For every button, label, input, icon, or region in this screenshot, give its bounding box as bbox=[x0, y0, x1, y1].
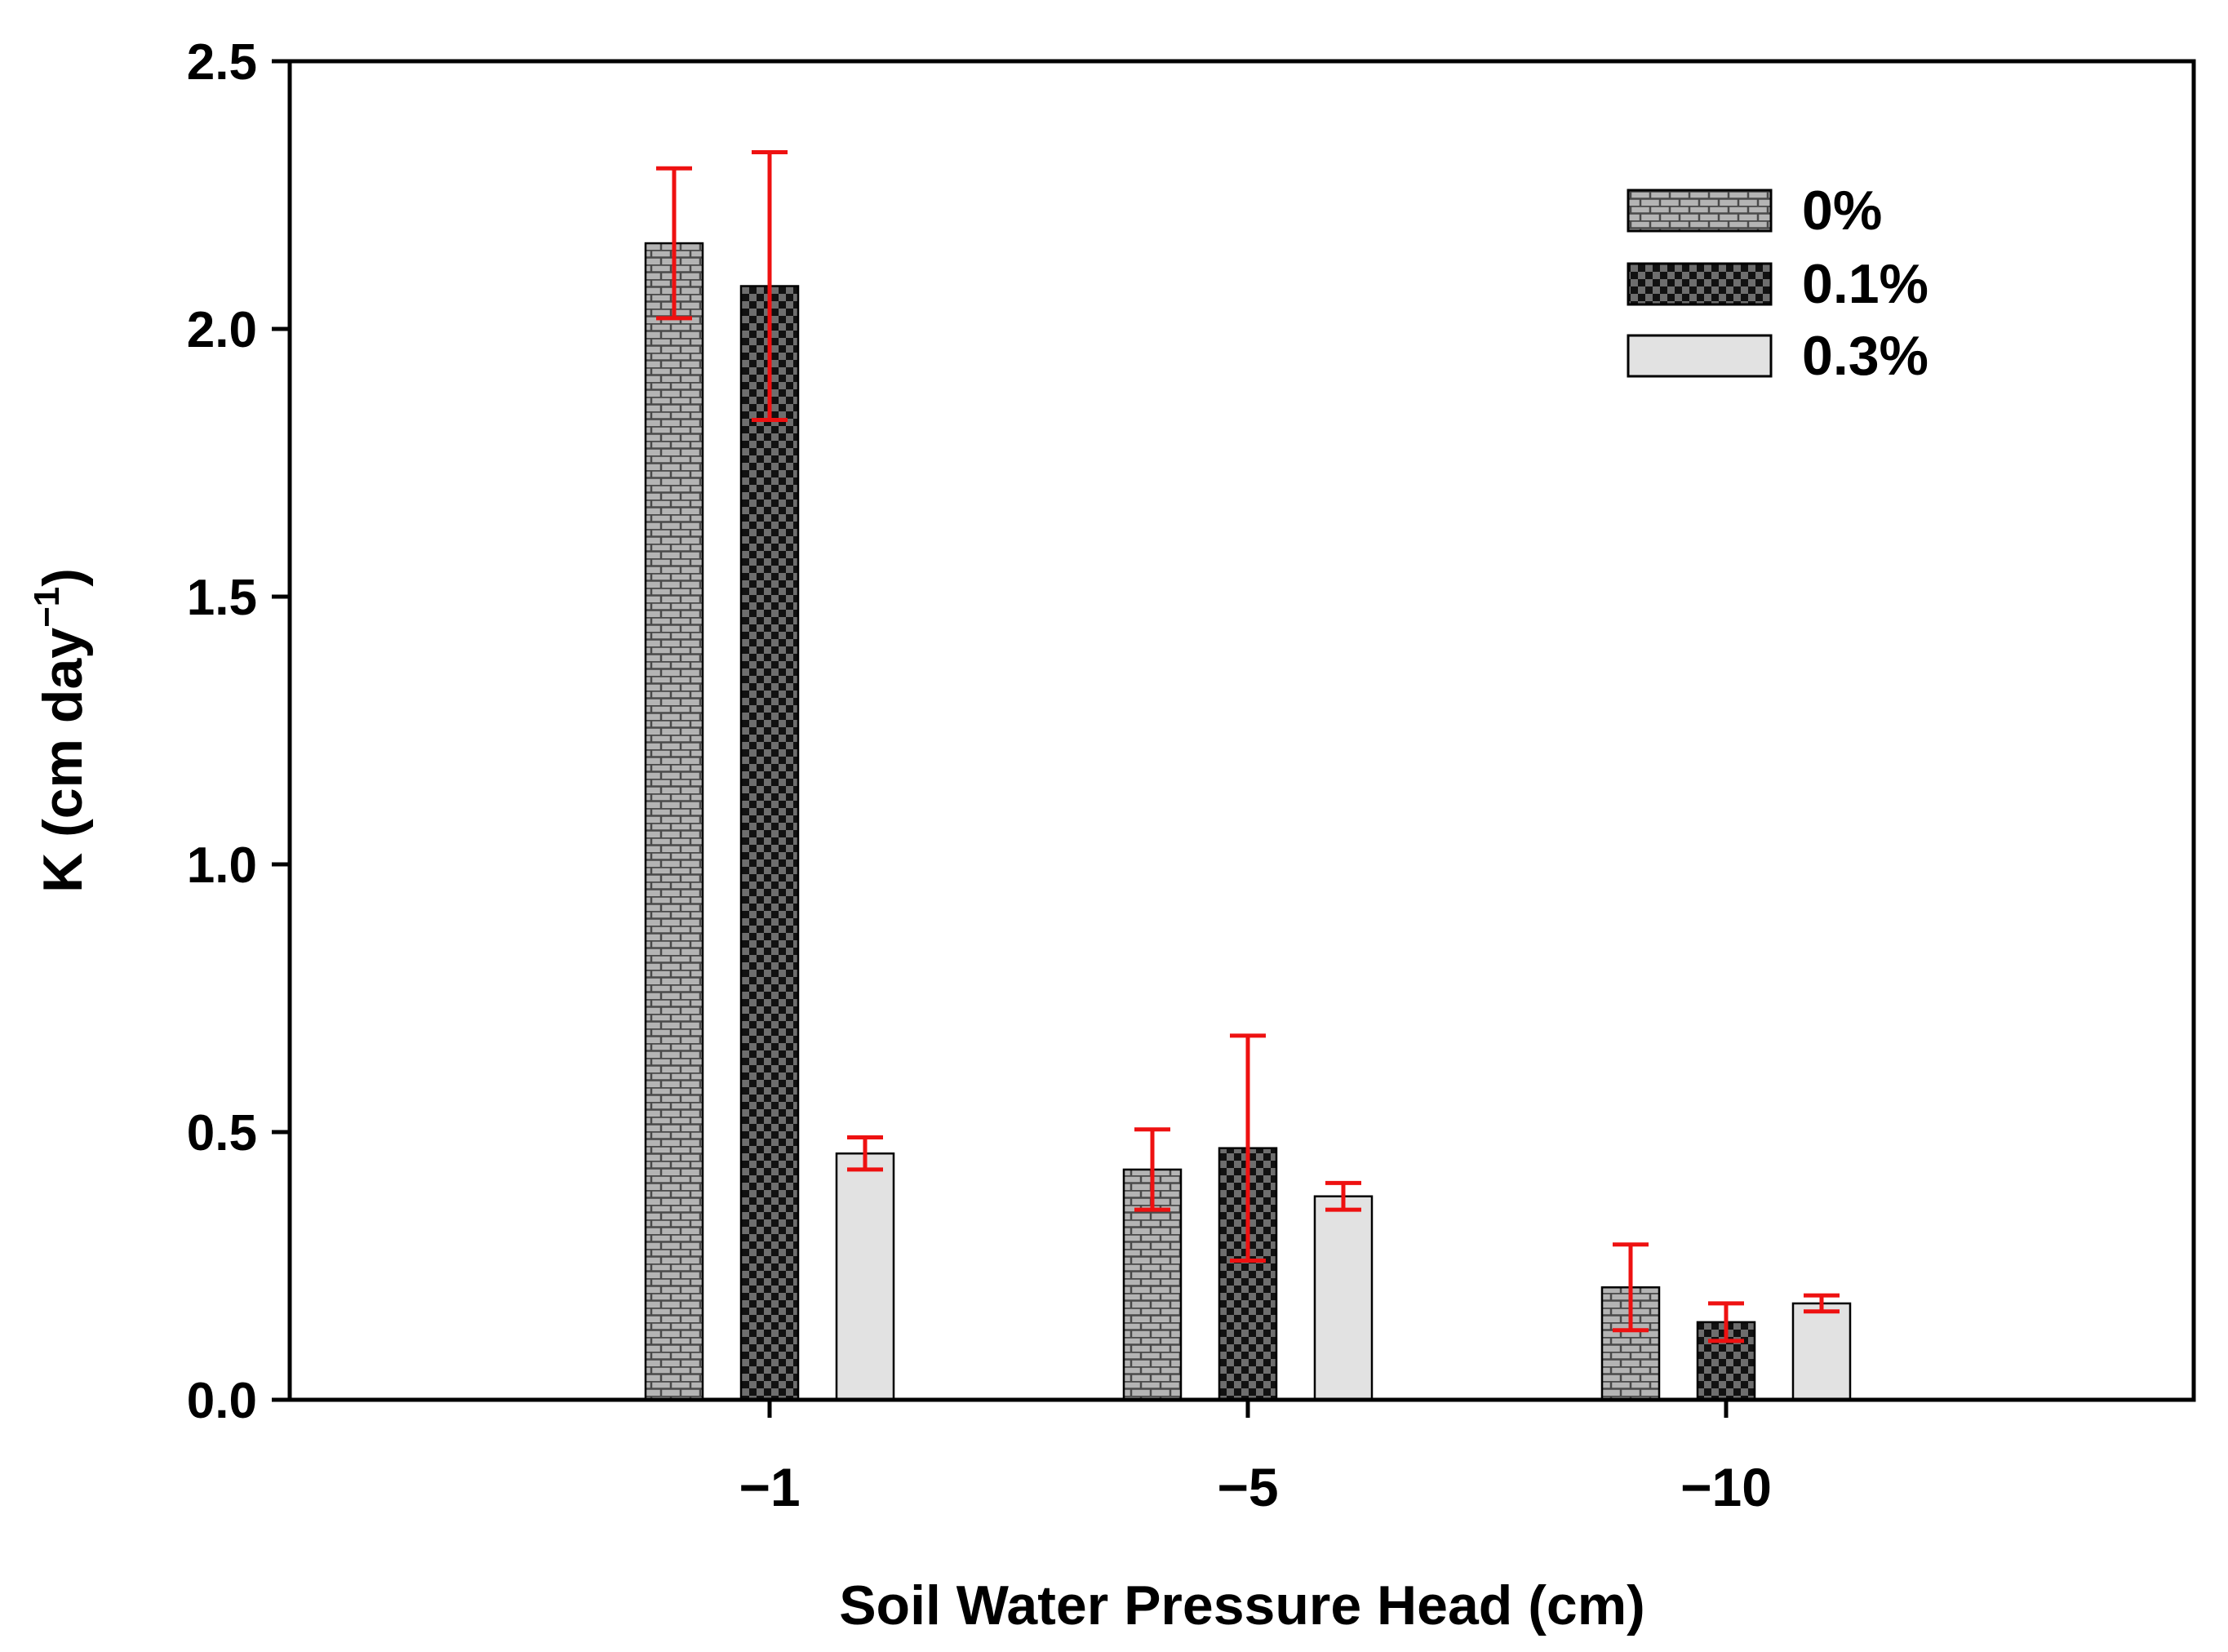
error-bar bbox=[1230, 1033, 1266, 1263]
plot-area bbox=[644, 150, 1852, 1401]
y-tick-label: 1.0 bbox=[187, 837, 257, 894]
legend: 0% 0.1% 0.3% bbox=[1627, 180, 1928, 387]
x-tick-label: −1 bbox=[739, 1457, 800, 1517]
plot-frame bbox=[287, 59, 2196, 1402]
error-bar bbox=[847, 1135, 883, 1172]
error-bar bbox=[752, 150, 788, 423]
y-axis-title-close: ) bbox=[32, 568, 94, 587]
y-axis-title: K (cm day−1) bbox=[27, 568, 94, 893]
y-tick-label: 0.0 bbox=[187, 1373, 257, 1429]
error-bar bbox=[1134, 1127, 1170, 1212]
x-axis-title: Soil Water Pressure Head (cm) bbox=[839, 1574, 1645, 1636]
bar-plain bbox=[1313, 1195, 1374, 1401]
error-bar bbox=[656, 166, 692, 321]
x-tick-label: −10 bbox=[1680, 1457, 1772, 1517]
legend-swatch-plain bbox=[1627, 334, 1773, 378]
y-axis-title-exponent: −1 bbox=[27, 587, 67, 628]
bar-plain bbox=[1791, 1302, 1852, 1401]
y-tick-label: 2.5 bbox=[187, 34, 257, 91]
y-tick-label: 2.0 bbox=[187, 302, 257, 358]
error-bar bbox=[1804, 1293, 1840, 1314]
legend-label: 0.3% bbox=[1802, 325, 1928, 387]
error-bar bbox=[1613, 1242, 1649, 1333]
y-tick-label: 0.5 bbox=[187, 1105, 257, 1161]
bar-plain bbox=[835, 1152, 895, 1401]
bar-brick bbox=[644, 242, 704, 1401]
legend-swatch-checker bbox=[1627, 262, 1773, 306]
error-bar bbox=[1708, 1301, 1744, 1343]
legend-label: 0.1% bbox=[1802, 253, 1928, 315]
y-tick-label: 1.5 bbox=[187, 570, 257, 626]
x-tick-label: −5 bbox=[1217, 1457, 1278, 1517]
error-bar bbox=[1325, 1180, 1361, 1212]
legend-label: 0% bbox=[1802, 180, 1882, 242]
bar-checker bbox=[739, 285, 800, 1401]
legend-swatch-brick bbox=[1627, 189, 1773, 233]
y-axis-title-main: K (cm day bbox=[32, 628, 94, 893]
axes: 0.0 0.5 1.0 1.5 2.0 2.5 −1 −5 −10 bbox=[187, 34, 1772, 1517]
